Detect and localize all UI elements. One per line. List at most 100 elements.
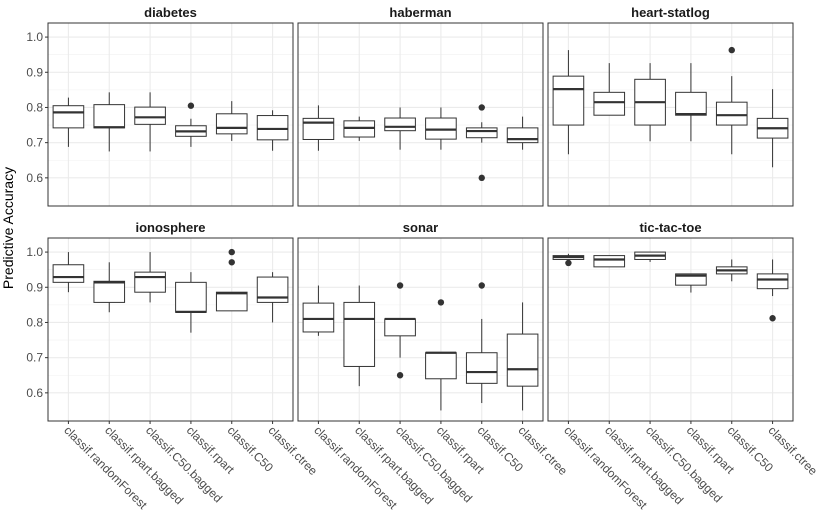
box-iqr xyxy=(715,101,748,126)
outlier-point xyxy=(478,282,485,289)
facet-diabetes: diabetes 0.6 0.7 0.8 0.9 1.0 xyxy=(26,5,294,207)
panel-border xyxy=(297,237,544,422)
box-classif.rpart xyxy=(675,63,707,142)
facet-tic-tac-toe: tic-tac-toeclassif.randomForestclassif.r… xyxy=(547,220,820,512)
box-iqr xyxy=(93,104,126,129)
box-iqr xyxy=(384,117,416,132)
panel-background xyxy=(548,238,793,421)
box-classif.rpart.bagged xyxy=(593,63,626,116)
box-iqr xyxy=(302,302,335,333)
box-classif.rpart xyxy=(425,299,457,411)
y-tick-label: 1.0 xyxy=(26,245,43,259)
outlier-point xyxy=(769,315,776,322)
box-classif.C50.bagged xyxy=(634,251,666,262)
facet-ionosphere: ionosphere0.60.70.80.91.0classif.randomF… xyxy=(26,220,320,512)
box-classif.randomForest xyxy=(552,253,585,267)
outlier-point xyxy=(396,372,404,379)
box-iqr xyxy=(465,127,498,139)
box-iqr xyxy=(256,115,289,141)
box-classif.C50.bagged xyxy=(384,282,416,379)
box-classif.C50 xyxy=(715,46,748,155)
box-iqr xyxy=(465,352,498,384)
box-classif.rpart.bagged xyxy=(93,92,126,152)
panel-border xyxy=(547,237,794,422)
box-iqr xyxy=(425,352,457,380)
y-tick-label: 0.8 xyxy=(26,315,43,329)
facet-title: sonar xyxy=(403,220,438,235)
box-iqr xyxy=(215,291,248,312)
box-classif.randomForest xyxy=(52,97,85,147)
outlier-point xyxy=(228,248,235,256)
x-tick-label: classif.C50.bagged xyxy=(143,423,225,505)
box-classif.rpart.bagged xyxy=(593,255,626,268)
box-iqr xyxy=(52,264,85,283)
box-classif.C50.bagged xyxy=(384,107,416,150)
x-tick-label: classif.rpart.bagged xyxy=(102,423,186,507)
box-iqr xyxy=(593,91,626,116)
panel-background xyxy=(548,23,793,206)
box-classif.C50.bagged xyxy=(634,63,666,142)
box-iqr xyxy=(134,106,166,125)
box-classif.ctree xyxy=(256,272,289,323)
box-iqr xyxy=(93,280,126,303)
facet-heart-statlog: heart-statlog xyxy=(547,5,794,207)
facet-panels: diabetes 0.6 0.7 0.8 0.9 1.0 haberman heart-sta… xyxy=(26,5,820,512)
facet-sonar: sonarclassif.randomForestclassif.rpart.b… xyxy=(297,220,570,512)
y-tick-label: 0.6 xyxy=(26,386,43,400)
outlier-point xyxy=(396,282,404,289)
box-iqr xyxy=(256,276,289,303)
box-classif.C50 xyxy=(465,282,498,404)
box-classif.C50 xyxy=(215,101,248,141)
y-tick-label: 0.9 xyxy=(26,65,43,79)
box-classif.randomForest xyxy=(302,285,335,336)
y-tick-label: 0.8 xyxy=(26,100,43,114)
box-classif.randomForest xyxy=(302,105,335,151)
facet-haberman: haberman xyxy=(297,5,544,207)
box-classif.randomForest xyxy=(52,252,85,293)
box-classif.rpart xyxy=(175,102,207,147)
facet-title: heart-statlog xyxy=(631,5,710,20)
box-classif.C50 xyxy=(715,259,748,282)
panel-border xyxy=(47,237,294,422)
box-classif.rpart xyxy=(675,273,707,293)
y-tick-label: 0.6 xyxy=(26,171,43,185)
facet-title: diabetes xyxy=(144,5,197,20)
box-iqr xyxy=(593,255,626,268)
panel-border xyxy=(297,22,544,207)
box-classif.randomForest xyxy=(552,50,585,155)
outlier-point xyxy=(187,102,195,109)
box-classif.C50.bagged xyxy=(134,92,166,152)
box-classif.ctree xyxy=(756,259,789,322)
x-tick-label: classif.C50.bagged xyxy=(643,423,725,505)
box-classif.rpart.bagged xyxy=(93,262,126,313)
box-classif.C50 xyxy=(215,248,248,312)
box-iqr xyxy=(384,318,416,337)
y-axis-label: Predictive Accuracy xyxy=(0,167,16,289)
box-iqr xyxy=(675,273,707,286)
outlier-point xyxy=(478,174,485,182)
box-iqr xyxy=(343,301,376,367)
box-classif.rpart xyxy=(175,272,207,333)
y-tick-label: 0.7 xyxy=(26,351,43,365)
y-tick-label: 0.7 xyxy=(26,136,43,150)
y-tick-label: 0.9 xyxy=(26,280,43,294)
box-iqr xyxy=(756,273,789,290)
panel-border xyxy=(47,22,294,207)
box-iqr xyxy=(506,127,539,144)
panel-border xyxy=(547,22,794,207)
outlier-point xyxy=(728,46,735,54)
outlier-point xyxy=(478,104,485,111)
box-classif.rpart.bagged xyxy=(343,116,376,141)
box-iqr xyxy=(215,113,248,135)
box-classif.ctree xyxy=(256,110,289,151)
outlier-point xyxy=(565,259,572,267)
facet-title: ionosphere xyxy=(135,220,205,235)
facet-title: tic-tac-toe xyxy=(639,220,701,235)
panel-background xyxy=(48,238,293,421)
box-classif.rpart.bagged xyxy=(343,285,376,387)
box-classif.ctree xyxy=(506,302,539,411)
box-iqr xyxy=(134,271,166,293)
facet-title: haberman xyxy=(389,5,451,20)
x-tick-label: classif.rpart.bagged xyxy=(602,423,686,507)
